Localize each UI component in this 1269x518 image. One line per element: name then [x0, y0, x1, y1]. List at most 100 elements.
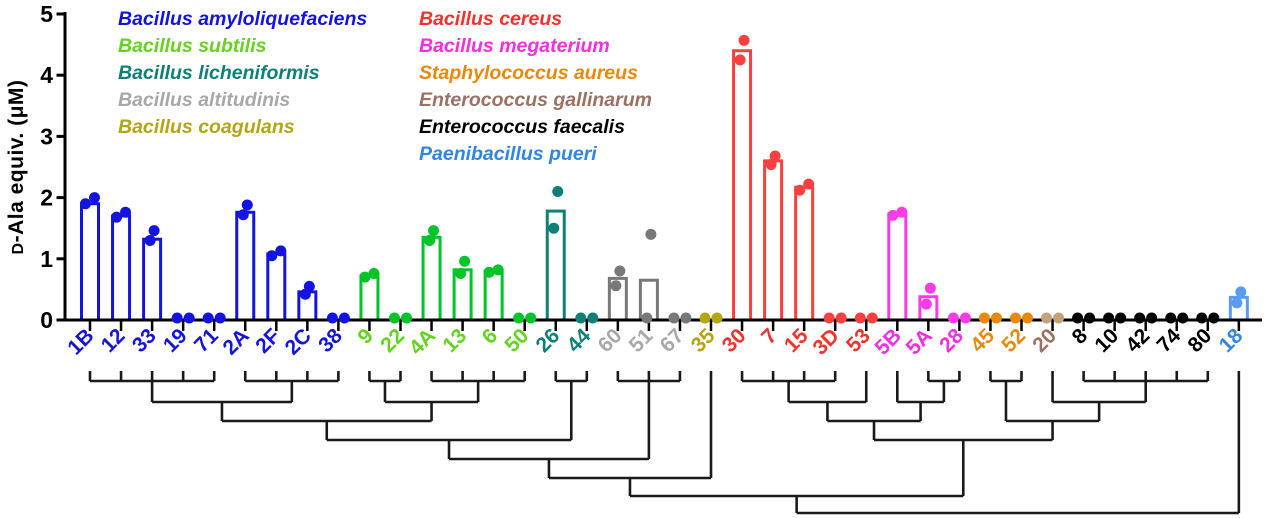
data-point-44 — [575, 312, 587, 324]
x-tick-label-53: 53 — [842, 324, 875, 357]
data-point-30 — [734, 54, 746, 66]
data-point-52 — [1010, 312, 1021, 324]
data-point-5A — [924, 282, 936, 294]
x-tick-label-80: 80 — [1184, 324, 1217, 357]
x-tick-label-28: 28 — [935, 324, 968, 357]
x-tick-label-18: 18 — [1215, 324, 1248, 357]
legend-item: Bacillus cereus — [419, 8, 563, 30]
data-point-9 — [368, 267, 380, 279]
data-point-44 — [587, 312, 599, 324]
legend-column-2: Bacillus cereus Bacillus megaterium Staphy… — [419, 6, 652, 168]
y-tick-label: 1 — [40, 246, 53, 272]
data-point-71 — [214, 312, 226, 324]
data-point-3D — [823, 312, 835, 324]
x-tick-label-45: 45 — [966, 324, 999, 357]
x-tick-label-33: 33 — [128, 324, 161, 357]
data-point-22 — [389, 312, 400, 324]
data-point-5B — [887, 209, 899, 221]
dendrogram — [88, 371, 1241, 515]
data-point-5B — [896, 206, 908, 218]
data-point-6 — [492, 264, 504, 276]
x-tick-label-71: 71 — [190, 324, 223, 357]
data-point-53 — [854, 312, 866, 324]
data-point-67 — [680, 312, 692, 324]
data-point-7 — [765, 159, 777, 171]
y-tick-label: 3 — [40, 123, 53, 149]
x-tick-label-2A: 2A — [219, 324, 254, 359]
data-point-80 — [1208, 312, 1220, 324]
data-point-45 — [990, 312, 1002, 324]
data-point-45 — [978, 312, 990, 324]
data-point-35 — [711, 312, 723, 324]
data-point-1B — [89, 192, 100, 204]
data-point-60 — [614, 265, 626, 277]
data-point-9 — [359, 271, 371, 283]
x-tick-label-22: 22 — [376, 324, 409, 357]
x-tick-label-9: 9 — [353, 324, 378, 349]
x-tick-label-15: 15 — [780, 324, 813, 357]
x-tick-label-2C: 2C — [281, 324, 316, 359]
axes — [56, 12, 1262, 331]
data-point-18 — [1231, 297, 1243, 309]
bar-12 — [111, 214, 132, 322]
data-point-35 — [699, 312, 711, 324]
bar-33 — [142, 237, 163, 322]
data-point-30 — [738, 34, 750, 46]
x-tick-label-44: 44 — [563, 324, 596, 357]
data-point-60 — [610, 280, 622, 292]
y-axis-title-smallcap-d: D — [10, 242, 27, 255]
x-tick-label-51: 51 — [625, 324, 658, 357]
legend-column-1: Bacillus amyloliquefaciens Bacillus subti… — [118, 6, 367, 141]
x-tick-label-67: 67 — [656, 324, 689, 357]
x-tick-label-2F: 2F — [251, 324, 285, 358]
data-point-53 — [866, 312, 878, 324]
data-point-33 — [144, 234, 156, 246]
data-point-18 — [1235, 286, 1247, 298]
data-point-28 — [959, 312, 971, 324]
data-point-2A — [241, 199, 253, 211]
legend-item: Bacillus coagulans — [118, 116, 295, 138]
y-tick-labels: 0 1 2 3 4 5 — [40, 1, 53, 333]
bar-5B — [887, 212, 908, 322]
y-tick-label: 4 — [40, 62, 53, 88]
data-point-20 — [1041, 312, 1053, 324]
bar-4A — [421, 235, 442, 322]
x-tick-label-4A: 4A — [405, 324, 440, 359]
data-point-2C — [303, 280, 315, 292]
x-tick-label-5B: 5B — [871, 324, 906, 359]
x-tick-label-12: 12 — [97, 324, 130, 357]
x-tick-label-6: 6 — [478, 324, 503, 349]
x-tick-label-3D: 3D — [808, 324, 843, 359]
legend-item: Paenibacillus pueri — [419, 143, 597, 165]
x-tick-label-50: 50 — [500, 324, 533, 357]
data-point-8 — [1072, 312, 1084, 324]
bar-1B — [80, 202, 100, 322]
x-tick-label-35: 35 — [687, 324, 720, 357]
data-point-2A — [237, 209, 249, 221]
data-point-52 — [1022, 312, 1033, 324]
data-point-26 — [548, 222, 560, 234]
x-tick-label-30: 30 — [718, 324, 751, 357]
x-tick-label-38: 38 — [314, 324, 347, 357]
data-point-12 — [111, 211, 123, 223]
data-point-3D — [835, 312, 847, 324]
legend-item: Staphylococcus aureus — [419, 62, 638, 84]
x-tick-label-26: 26 — [532, 324, 565, 357]
data-point-71 — [202, 312, 214, 324]
legend-item: Bacillus subtilis — [118, 35, 267, 57]
data-point-38 — [326, 312, 338, 324]
data-point-19 — [183, 312, 195, 324]
y-tick-label: 2 — [40, 185, 53, 211]
x-tick-label-19: 19 — [159, 324, 192, 357]
data-point-42 — [1134, 312, 1146, 324]
data-point-42 — [1146, 312, 1158, 324]
bar-15 — [794, 185, 815, 322]
data-point-26 — [552, 185, 564, 197]
data-point-12 — [120, 206, 132, 218]
data-point-10 — [1115, 312, 1127, 324]
data-point-51 — [641, 312, 653, 324]
data-point-2F — [275, 245, 287, 257]
points-group — [80, 34, 1247, 324]
